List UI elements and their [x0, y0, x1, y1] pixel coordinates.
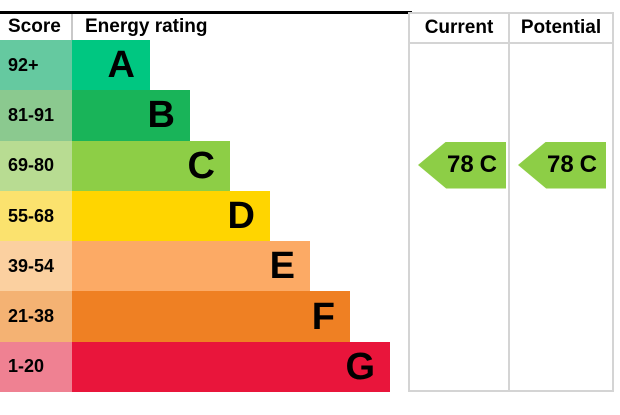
band-letter: G [345, 345, 375, 388]
band-score-cell: 69-80 [0, 140, 72, 191]
band-row-a: 92+ A [0, 40, 408, 91]
band-score-cell: 55-68 [0, 190, 72, 242]
band-score-cell: 81-91 [0, 90, 72, 141]
band-score-label: 69-80 [8, 155, 55, 176]
band-bar: D [72, 190, 270, 242]
band-letter: F [311, 295, 335, 338]
band-score-label: 21-38 [8, 306, 55, 327]
potential-rating-column: Potential [508, 12, 614, 392]
band-score-cell: 21-38 [0, 291, 72, 342]
band-bar: B [72, 90, 190, 141]
band-letter: E [269, 245, 295, 288]
current-rating-column: Current [408, 12, 510, 392]
chart-header: Score Energy rating [0, 14, 412, 40]
band-bar: E [72, 241, 310, 292]
potential-rating-value: 78 [546, 151, 574, 178]
band-score-cell: 39-54 [0, 241, 72, 292]
band-score-label: 1-20 [8, 356, 45, 377]
band-row-d: 55-68 D [0, 190, 408, 242]
band-letter: C [187, 144, 215, 187]
band-bar: A [72, 40, 150, 91]
current-column-header: Current [410, 14, 508, 44]
band-bar: G [72, 341, 390, 393]
band-score-cell: 1-20 [0, 341, 72, 393]
band-row-e: 39-54 E [0, 241, 408, 292]
band-row-g: 1-20 G [0, 341, 408, 393]
band-score-label: 81-91 [8, 104, 55, 125]
band-score-cell: 92+ [0, 40, 72, 91]
potential-column-header: Potential [510, 14, 612, 44]
band-letter: B [147, 94, 175, 137]
band-row-f: 21-38 F [0, 291, 408, 342]
energy-rating-column-header: Energy rating [85, 16, 208, 37]
chart-top-border [0, 11, 412, 14]
current-rating-value: 78 [446, 151, 474, 178]
score-column-header: Score [8, 16, 61, 37]
band-letter: A [107, 44, 135, 87]
band-score-label: 92+ [8, 54, 39, 75]
score-rating-divider [71, 14, 73, 40]
band-bar: C [72, 140, 230, 191]
band-score-label: 55-68 [8, 205, 55, 226]
potential-rating-band: C [579, 151, 598, 178]
band-row-c: 69-80 C [0, 140, 408, 191]
rating-bands: 92+ A 81-91 B 69-80 C 55-68 D 39-54 E 21… [0, 40, 408, 393]
band-row-b: 81-91 B [0, 90, 408, 141]
band-score-label: 39-54 [8, 255, 55, 276]
band-bar: F [72, 291, 350, 342]
band-letter: D [227, 195, 255, 238]
current-rating-band: C [479, 151, 498, 178]
